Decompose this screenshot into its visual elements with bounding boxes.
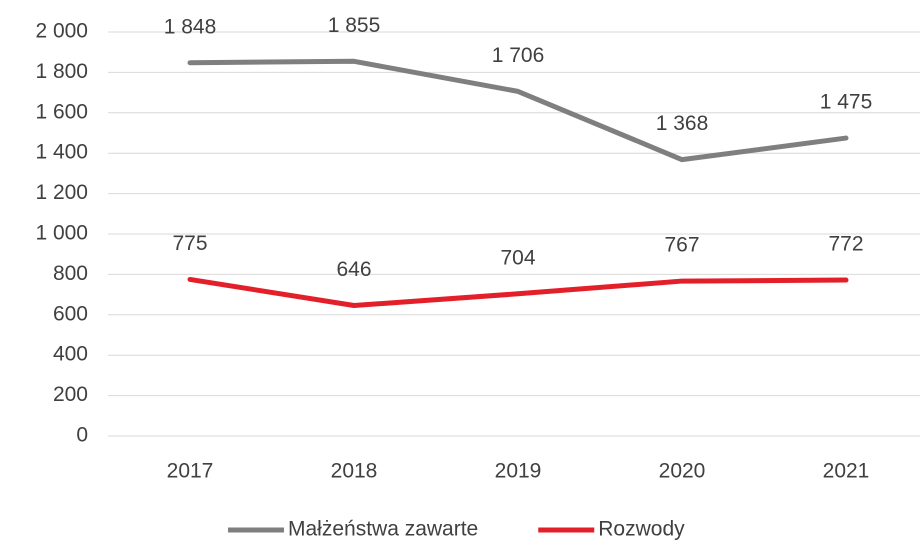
- data-label: 1 368: [656, 112, 709, 135]
- data-label: 772: [828, 233, 863, 256]
- series-line: [187, 58, 849, 163]
- y-tick-label: 800: [53, 262, 88, 285]
- data-label: 1 848: [164, 15, 217, 38]
- legend-label: Rozwody: [598, 518, 685, 541]
- data-label: 1 855: [328, 14, 381, 37]
- x-tick-label: 2020: [659, 460, 706, 483]
- data-label: 1 475: [820, 91, 873, 114]
- x-tick-label: 2021: [823, 460, 870, 483]
- data-label: 775: [172, 232, 207, 255]
- data-label: 704: [500, 246, 535, 269]
- y-tick-label: 200: [53, 383, 88, 406]
- y-tick-label: 400: [53, 343, 88, 366]
- y-tick-label: 1 200: [35, 181, 88, 204]
- legend-label: Małżeństwa zawarte: [288, 518, 478, 541]
- x-tick-label: 2017: [167, 460, 214, 483]
- y-tick-label: 0: [76, 424, 88, 447]
- series-line: [187, 276, 849, 309]
- y-tick-label: 2 000: [35, 20, 88, 43]
- data-label: 767: [664, 234, 699, 257]
- y-tick-label: 1 000: [35, 222, 88, 245]
- x-tick-label: 2019: [495, 460, 542, 483]
- y-tick-label: 600: [53, 302, 88, 325]
- data-label: 1 706: [492, 44, 545, 67]
- data-label: 646: [336, 258, 371, 281]
- y-tick-label: 1 800: [35, 60, 88, 83]
- y-tick-label: 1 600: [35, 100, 88, 123]
- x-tick-label: 2018: [331, 460, 378, 483]
- y-tick-label: 1 400: [35, 141, 88, 164]
